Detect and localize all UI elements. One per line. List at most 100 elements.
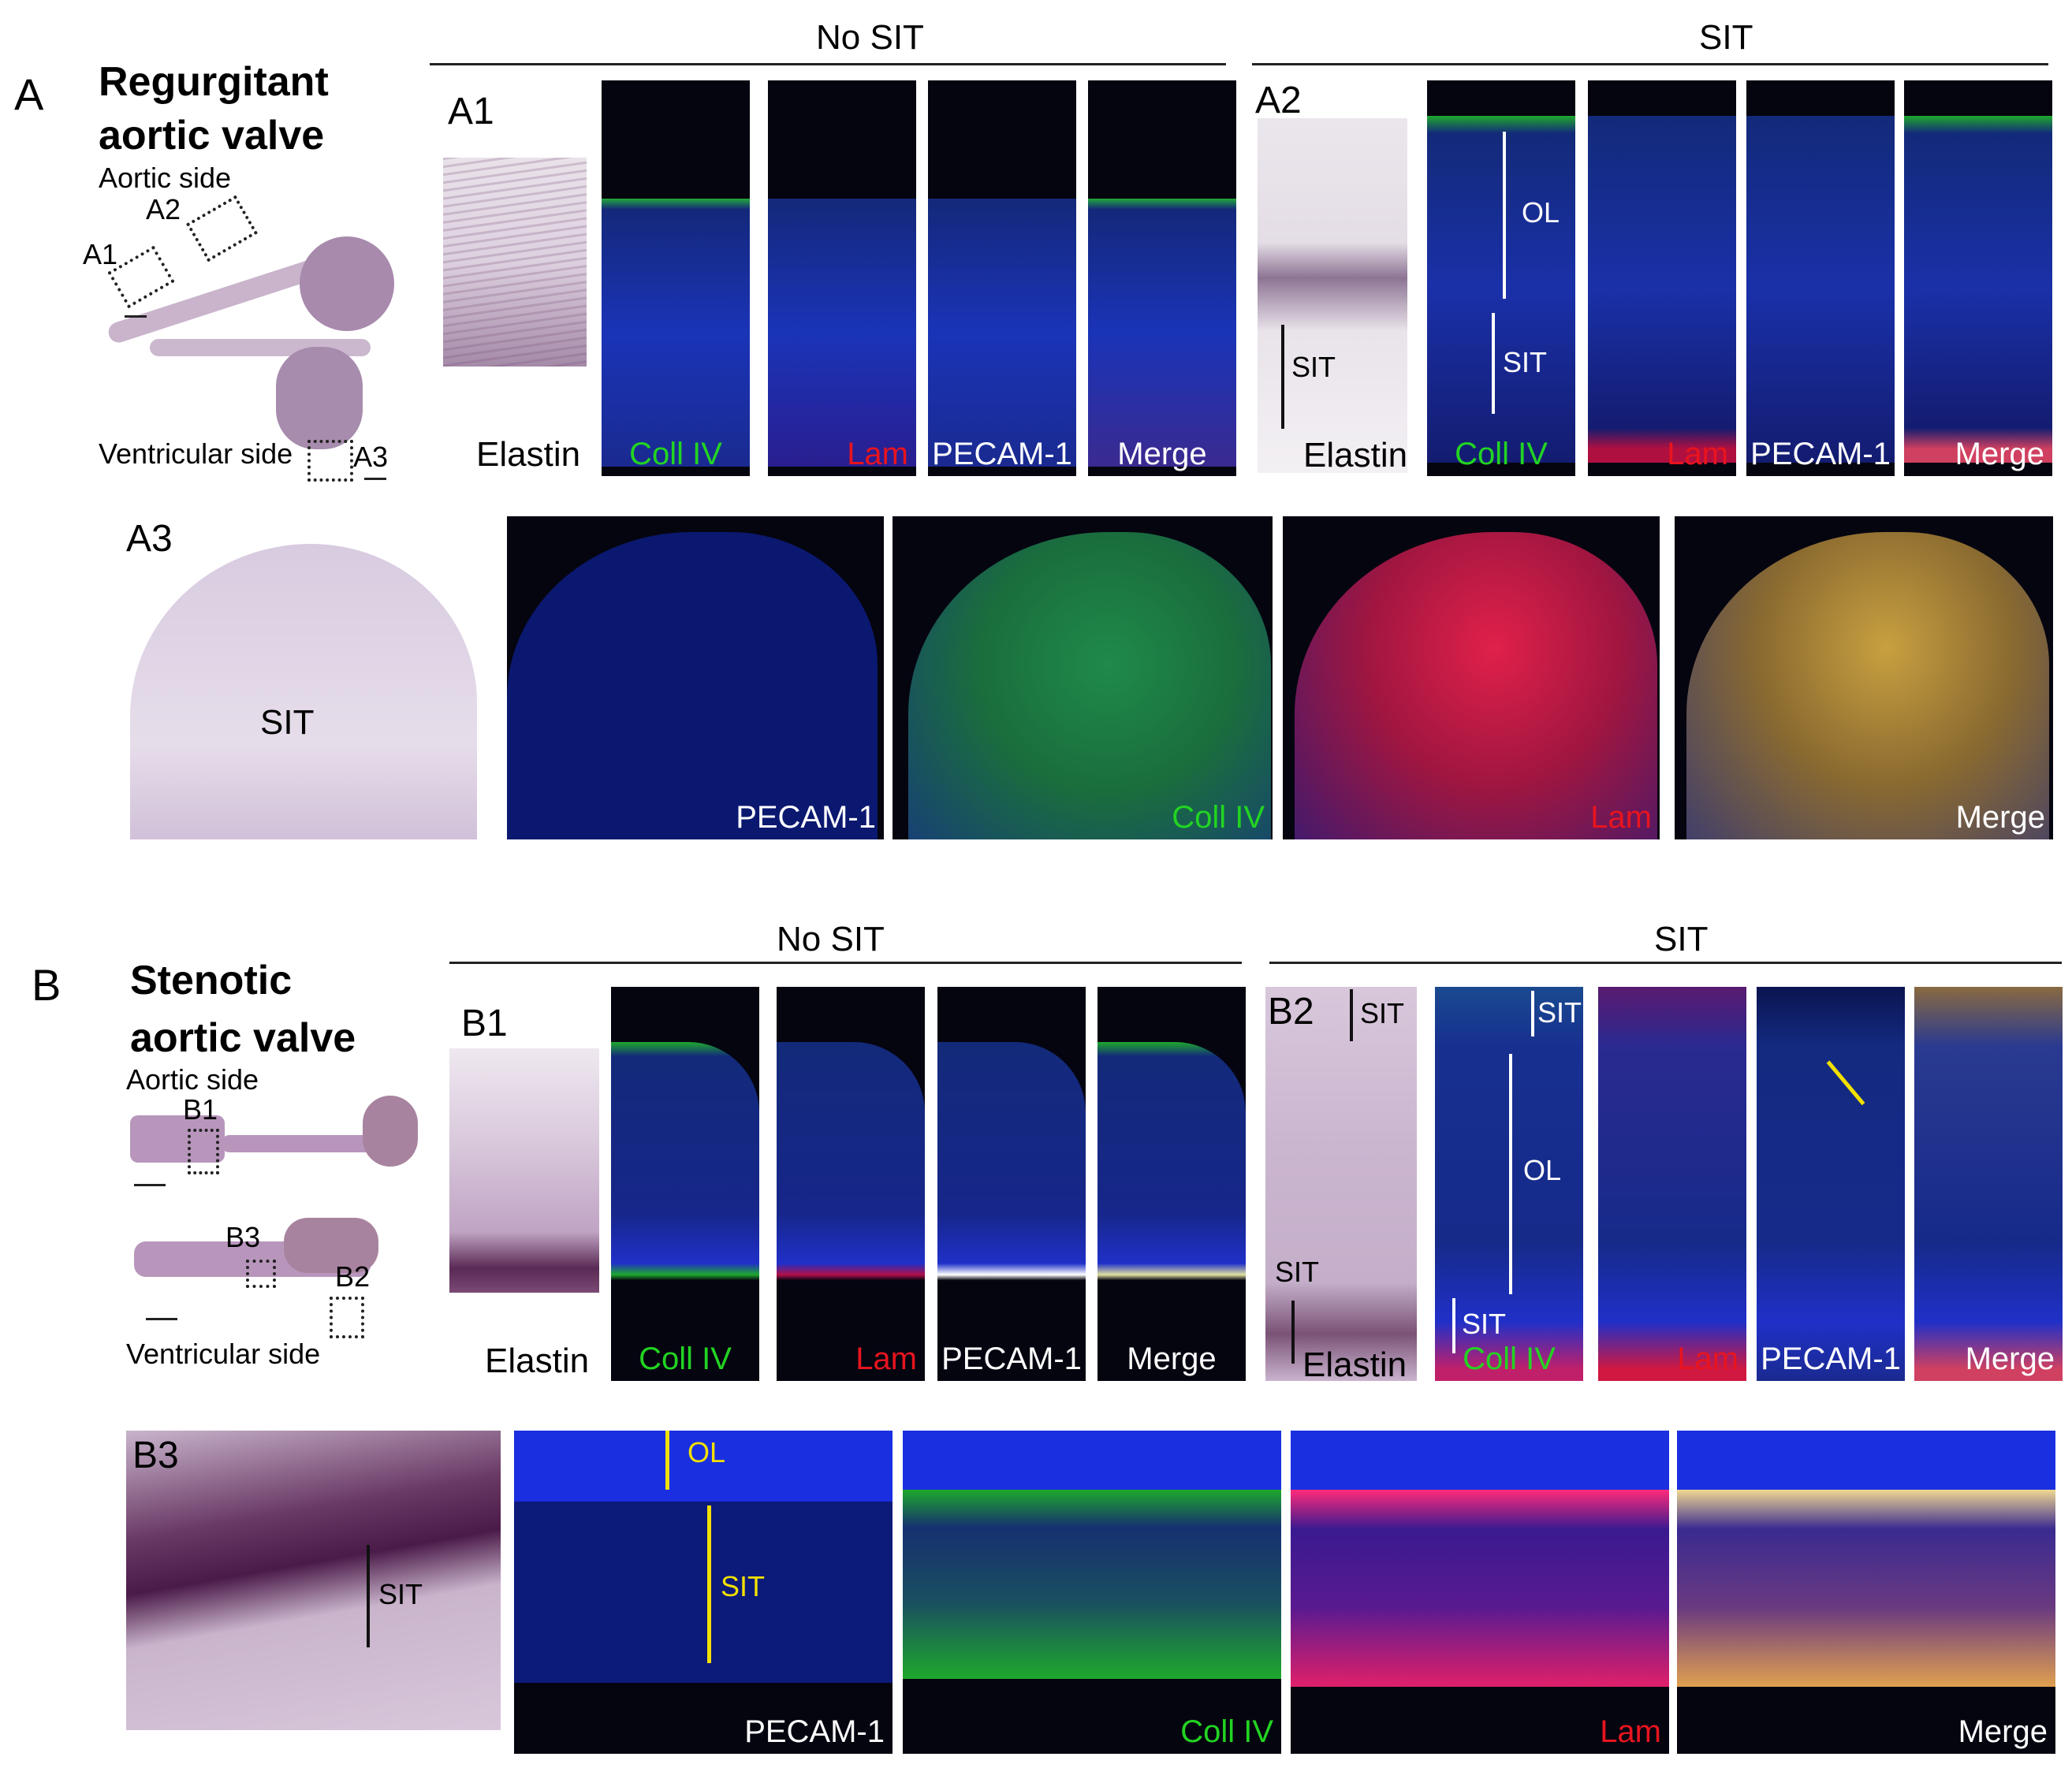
a1-merge-label: Merge bbox=[1117, 437, 1207, 471]
a3-lam-label: Lam bbox=[1590, 800, 1652, 835]
a2-elastin-image bbox=[1258, 118, 1407, 473]
box-label-a3: A3 bbox=[353, 441, 389, 473]
panel-b-title-line2: aortic valve bbox=[130, 1015, 356, 1061]
a2-sit-hist-arrow bbox=[1281, 325, 1284, 429]
a1-coll-iv-label: Coll IV bbox=[629, 437, 722, 471]
b2-sit-top-fluor-label: SIT bbox=[1537, 996, 1582, 1029]
b1-coll-iv-image: Coll IV bbox=[611, 987, 759, 1381]
panel-a-ventricular-side: Ventricular side bbox=[99, 437, 293, 470]
panel-b-aortic-side: Aortic side bbox=[126, 1063, 259, 1096]
box-label-a2: A2 bbox=[146, 193, 181, 225]
b3-ol-arrow bbox=[665, 1431, 669, 1490]
a3-coll-iv-label: Coll IV bbox=[1172, 800, 1265, 835]
valve-overview-b bbox=[126, 1088, 426, 1340]
b1-lam-label: Lam bbox=[855, 1342, 917, 1376]
b1-merge-image: Merge bbox=[1097, 987, 1246, 1381]
a3-pecam-image: PECAM-1 bbox=[507, 516, 884, 839]
valve-overview-a bbox=[87, 189, 418, 489]
panel-b-title-line1: Stenotic bbox=[130, 958, 293, 1003]
a3-label: A3 bbox=[126, 518, 173, 560]
b1-merge-label: Merge bbox=[1127, 1342, 1217, 1376]
b3-coll-iv-label: Coll IV bbox=[1180, 1714, 1273, 1749]
a2-ol-label: OL bbox=[1522, 196, 1560, 229]
a2-merge-image: Merge bbox=[1904, 80, 2052, 476]
box-label-b2: B2 bbox=[335, 1260, 371, 1293]
header-b-no-sit: No SIT bbox=[777, 920, 885, 958]
b3-sit-arrow bbox=[707, 1505, 711, 1663]
a1-lam-image: Lam bbox=[768, 80, 916, 476]
box-b2 bbox=[330, 1297, 364, 1338]
b2-sit-bottom-hist-label: SIT bbox=[1275, 1256, 1320, 1288]
a1-pecam-image: PECAM-1 bbox=[928, 80, 1076, 476]
header-b-no-sit-rule bbox=[449, 962, 1242, 964]
a2-sit-hist-label: SIT bbox=[1291, 351, 1336, 383]
b2-lam-image: Lam bbox=[1598, 987, 1746, 1381]
a2-sit-fluor-arrow bbox=[1492, 313, 1495, 414]
b2-pecam-label: PECAM-1 bbox=[1761, 1342, 1901, 1376]
a3-merge-label: Merge bbox=[1955, 800, 2045, 835]
b2-yellow-arrow bbox=[1826, 1060, 1865, 1106]
panel-a-title-line1: Regurgitant bbox=[99, 59, 329, 105]
b3-label: B3 bbox=[132, 1435, 179, 1476]
scale-bar-a1 bbox=[125, 315, 147, 318]
box-b1 bbox=[188, 1129, 219, 1174]
b1-lam-image: Lam bbox=[777, 987, 925, 1381]
a2-coll-iv-label: Coll IV bbox=[1455, 437, 1548, 471]
b2-ol-arrow bbox=[1509, 1054, 1512, 1294]
header-a-no-sit-rule bbox=[430, 63, 1226, 65]
header-a-no-sit: No SIT bbox=[816, 18, 924, 57]
box-label-b1: B1 bbox=[183, 1093, 218, 1126]
b2-sit-bottom-hist-arrow bbox=[1291, 1301, 1295, 1364]
b1-elastin-label: Elastin bbox=[485, 1342, 590, 1380]
a3-merge-image: Merge bbox=[1675, 516, 2053, 839]
a1-label: A1 bbox=[448, 91, 494, 132]
b2-sit-top-fluor-arrow bbox=[1531, 991, 1534, 1037]
b1-label: B1 bbox=[461, 1003, 508, 1044]
header-a-sit-rule bbox=[1252, 63, 2048, 65]
box-label-a1: A1 bbox=[83, 238, 118, 270]
b3-merge-image: Merge bbox=[1677, 1431, 2055, 1754]
box-b3 bbox=[246, 1260, 276, 1288]
a2-ol-arrow bbox=[1503, 132, 1506, 299]
b3-hist-sit-label: SIT bbox=[378, 1578, 423, 1610]
a1-pecam-label: PECAM-1 bbox=[932, 437, 1072, 471]
a2-lam-image: Lam bbox=[1588, 80, 1736, 476]
header-b-sit-rule bbox=[1269, 962, 2062, 964]
b1-coll-iv-label: Coll IV bbox=[639, 1342, 732, 1376]
a2-sit-fluor-label: SIT bbox=[1503, 346, 1548, 378]
b2-sit-top-hist-arrow bbox=[1350, 989, 1353, 1041]
a2-pecam-label: PECAM-1 bbox=[1750, 437, 1891, 471]
b3-hist-sit-arrow bbox=[367, 1545, 370, 1647]
a3-hist-image: SIT bbox=[118, 520, 489, 839]
a1-elastin-image bbox=[443, 158, 587, 367]
b2-ol-label: OL bbox=[1523, 1154, 1562, 1186]
b2-sit-bottom-fluor-arrow bbox=[1452, 1298, 1455, 1353]
header-a-sit: SIT bbox=[1699, 18, 1753, 57]
box-label-b3: B3 bbox=[225, 1221, 261, 1253]
a2-elastin-label: Elastin bbox=[1303, 436, 1408, 475]
scale-bar-b1 bbox=[134, 1184, 166, 1186]
panel-a-aortic-side: Aortic side bbox=[99, 162, 232, 194]
panel-a-letter: A bbox=[14, 69, 44, 119]
a1-elastin-label: Elastin bbox=[476, 435, 581, 474]
b3-coll-iv-image: Coll IV bbox=[903, 1431, 1281, 1754]
b2-sit-bottom-fluor-label: SIT bbox=[1462, 1308, 1507, 1340]
a2-merge-label: Merge bbox=[1955, 437, 2044, 471]
a1-lam-label: Lam bbox=[847, 437, 908, 471]
b3-ol-label: OL bbox=[688, 1436, 726, 1468]
b2-elastin-image bbox=[1265, 987, 1417, 1381]
b1-pecam-image: PECAM-1 bbox=[937, 987, 1086, 1381]
b2-label: B2 bbox=[1268, 991, 1314, 1033]
a3-coll-iv-image: Coll IV bbox=[893, 516, 1273, 839]
b3-lam-label: Lam bbox=[1600, 1714, 1661, 1749]
a2-coll-iv-image: OL SIT Coll IV bbox=[1427, 80, 1575, 476]
b1-elastin-image bbox=[449, 1048, 599, 1293]
b2-coll-iv-image: SIT OL SIT Coll IV bbox=[1435, 987, 1583, 1381]
b2-pecam-image: PECAM-1 bbox=[1757, 987, 1905, 1381]
a2-lam-label: Lam bbox=[1667, 437, 1728, 471]
box-a3 bbox=[307, 440, 353, 482]
a3-lam-image: Lam bbox=[1283, 516, 1660, 839]
a1-coll-iv-image: Coll IV bbox=[602, 80, 750, 476]
b1-pecam-label: PECAM-1 bbox=[941, 1342, 1082, 1376]
b3-sit-label: SIT bbox=[721, 1570, 766, 1602]
